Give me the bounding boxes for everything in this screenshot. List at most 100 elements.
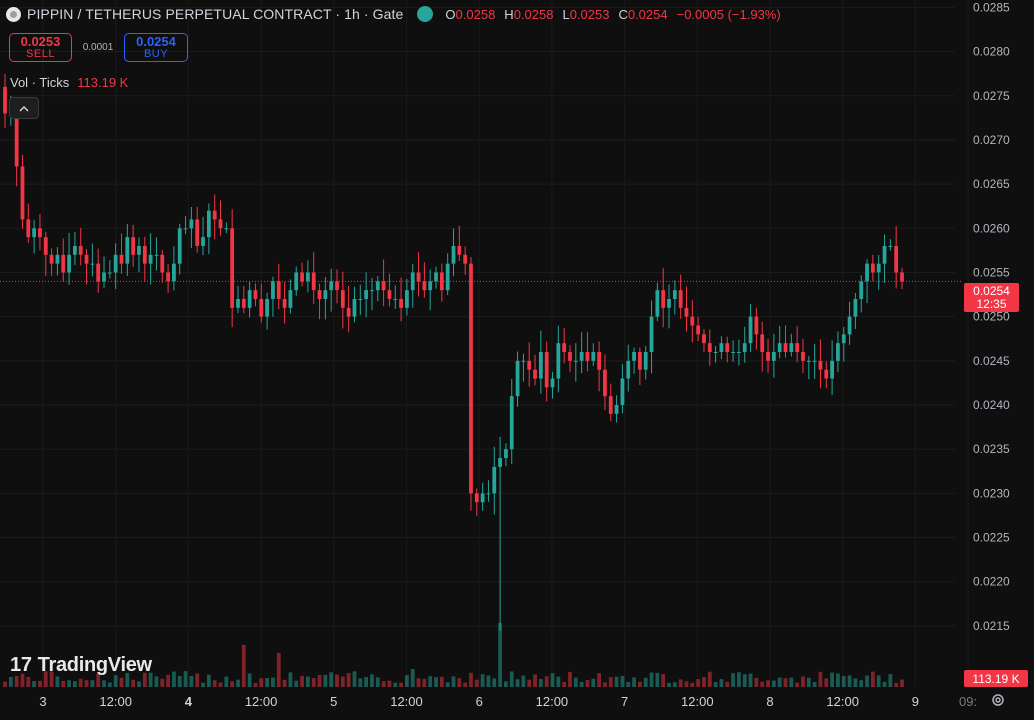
candle-body[interactable]: [399, 298, 403, 308]
candle-body[interactable]: [684, 307, 689, 317]
candle-body[interactable]: [632, 352, 636, 361]
candle-body[interactable]: [125, 237, 130, 264]
candle-body[interactable]: [218, 219, 223, 229]
candle-body[interactable]: [201, 237, 205, 246]
candle-body[interactable]: [282, 298, 287, 308]
candle-body[interactable]: [410, 272, 415, 291]
candle-body[interactable]: [562, 343, 567, 353]
candle-body[interactable]: [742, 343, 747, 353]
buy-button[interactable]: 0.0254 BUY: [124, 33, 188, 62]
candle-body[interactable]: [340, 290, 345, 308]
candle-body[interactable]: [67, 254, 71, 273]
candle-body[interactable]: [556, 343, 561, 379]
candle-body[interactable]: [335, 281, 339, 291]
candle-body[interactable]: [597, 352, 602, 370]
candle-body[interactable]: [771, 352, 776, 361]
candle-body[interactable]: [719, 343, 724, 353]
candle-body[interactable]: [375, 281, 380, 291]
candle-body[interactable]: [550, 378, 555, 388]
candle-body[interactable]: [480, 493, 485, 503]
candle-body[interactable]: [38, 228, 42, 238]
candle-body[interactable]: [678, 290, 683, 308]
candle-body[interactable]: [253, 290, 258, 299]
candle-body[interactable]: [107, 272, 112, 274]
candle-body[interactable]: [783, 343, 788, 353]
candle-body[interactable]: [55, 254, 60, 264]
candle-body[interactable]: [20, 166, 25, 220]
candle-body[interactable]: [317, 290, 322, 299]
candle-body[interactable]: [32, 228, 37, 238]
candle-body[interactable]: [894, 245, 899, 273]
settings-button[interactable]: [988, 690, 1008, 710]
candle-body[interactable]: [504, 449, 508, 459]
candle-body[interactable]: [329, 281, 334, 291]
candle-body[interactable]: [148, 254, 153, 264]
candle-body[interactable]: [637, 352, 642, 370]
candle-body[interactable]: [236, 298, 240, 308]
candle-body[interactable]: [457, 245, 462, 255]
candle-body[interactable]: [865, 263, 869, 282]
candle-body[interactable]: [43, 237, 48, 255]
candle-body[interactable]: [544, 352, 549, 388]
candle-body[interactable]: [649, 316, 654, 353]
candle-body[interactable]: [492, 466, 497, 494]
candle-body[interactable]: [888, 245, 893, 247]
candle-body[interactable]: [358, 298, 363, 300]
candle-body[interactable]: [224, 228, 229, 230]
candle-body[interactable]: [183, 228, 188, 230]
candle-body[interactable]: [370, 290, 374, 292]
candle-body[interactable]: [713, 352, 718, 354]
candle-body[interactable]: [585, 352, 590, 361]
candle-body[interactable]: [509, 396, 514, 450]
sell-button[interactable]: 0.0253 SELL: [9, 33, 72, 62]
candle-body[interactable]: [241, 298, 246, 308]
candle-body[interactable]: [247, 290, 252, 308]
candle-body[interactable]: [49, 254, 54, 264]
candle-body[interactable]: [160, 254, 165, 273]
candle-body[interactable]: [661, 290, 666, 308]
candle-body[interactable]: [131, 237, 136, 255]
candle-body[interactable]: [882, 245, 887, 264]
candle-body[interactable]: [836, 343, 840, 361]
candle-body[interactable]: [859, 281, 864, 299]
candle-body[interactable]: [876, 263, 881, 273]
candle-body[interactable]: [195, 219, 200, 246]
candle-body[interactable]: [667, 298, 671, 308]
candle-body[interactable]: [14, 104, 19, 167]
candle-body[interactable]: [189, 219, 194, 229]
candle-body[interactable]: [486, 493, 491, 495]
candle-body[interactable]: [26, 219, 31, 238]
symbol-title[interactable]: PIPPIN / TETHERUS PERPETUAL CONTRACT · 1…: [27, 6, 404, 22]
candle-body[interactable]: [463, 254, 468, 264]
candle-body[interactable]: [259, 298, 264, 317]
candle-body[interactable]: [422, 281, 427, 291]
candle-body[interactable]: [579, 352, 584, 361]
candle-body[interactable]: [777, 343, 782, 353]
candle-body[interactable]: [469, 263, 473, 494]
candle-body[interactable]: [352, 298, 357, 317]
candle-body[interactable]: [725, 343, 730, 353]
candle-body[interactable]: [61, 254, 66, 273]
candle-body[interactable]: [154, 254, 159, 256]
candle-body[interactable]: [451, 245, 456, 264]
candle-body[interactable]: [573, 360, 578, 362]
candle-body[interactable]: [212, 210, 217, 220]
candle-body[interactable]: [521, 360, 526, 362]
candle-body[interactable]: [847, 316, 852, 335]
candle-body[interactable]: [696, 325, 701, 335]
candle-body[interactable]: [73, 245, 77, 255]
candle-body[interactable]: [3, 86, 7, 114]
candle-body[interactable]: [620, 378, 625, 406]
candle-body[interactable]: [84, 254, 89, 264]
candle-body[interactable]: [841, 334, 846, 344]
candle-body[interactable]: [177, 228, 182, 264]
candle-body[interactable]: [288, 290, 293, 308]
candle-body[interactable]: [707, 343, 712, 353]
candle-body[interactable]: [393, 298, 398, 300]
candle-body[interactable]: [830, 360, 834, 379]
volume-legend[interactable]: Vol · Ticks 113.19 K: [10, 75, 128, 90]
candle-body[interactable]: [305, 272, 310, 282]
candle-body[interactable]: [102, 272, 106, 282]
candle-body[interactable]: [789, 343, 794, 353]
candle-body[interactable]: [323, 290, 328, 299]
